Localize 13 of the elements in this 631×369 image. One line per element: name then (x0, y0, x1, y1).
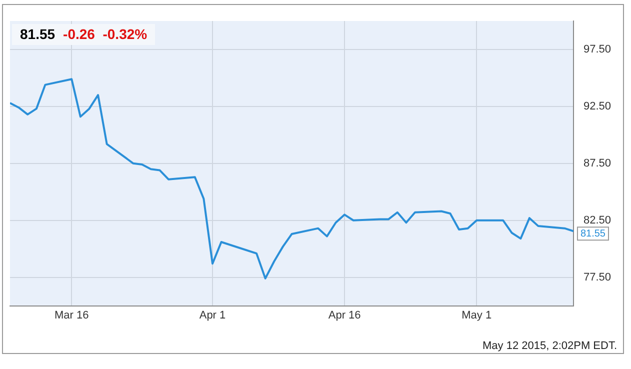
y-tick-label: 87.50 (583, 157, 612, 170)
chart-title: 81.55 (20, 26, 56, 42)
text: May 12 2015, 2:02PM EDT. (482, 340, 617, 352)
y-tick-label: 97.50 (583, 44, 612, 56)
y-tick-label: 77.50 (583, 271, 612, 284)
x-tick-label: Apr 1 (199, 309, 226, 322)
y-tick-label: 92.50 (583, 100, 612, 112)
x-tick-label: Mar 16 (54, 309, 89, 322)
chart-subtitle: -0.26 -0.32% (63, 26, 148, 42)
x-tick-label: May 1 (462, 309, 492, 322)
x-tick-label: Apr 16 (328, 309, 361, 322)
y-tick-label: 82.50 (583, 214, 612, 226)
annotation: 81.55 (580, 228, 606, 240)
